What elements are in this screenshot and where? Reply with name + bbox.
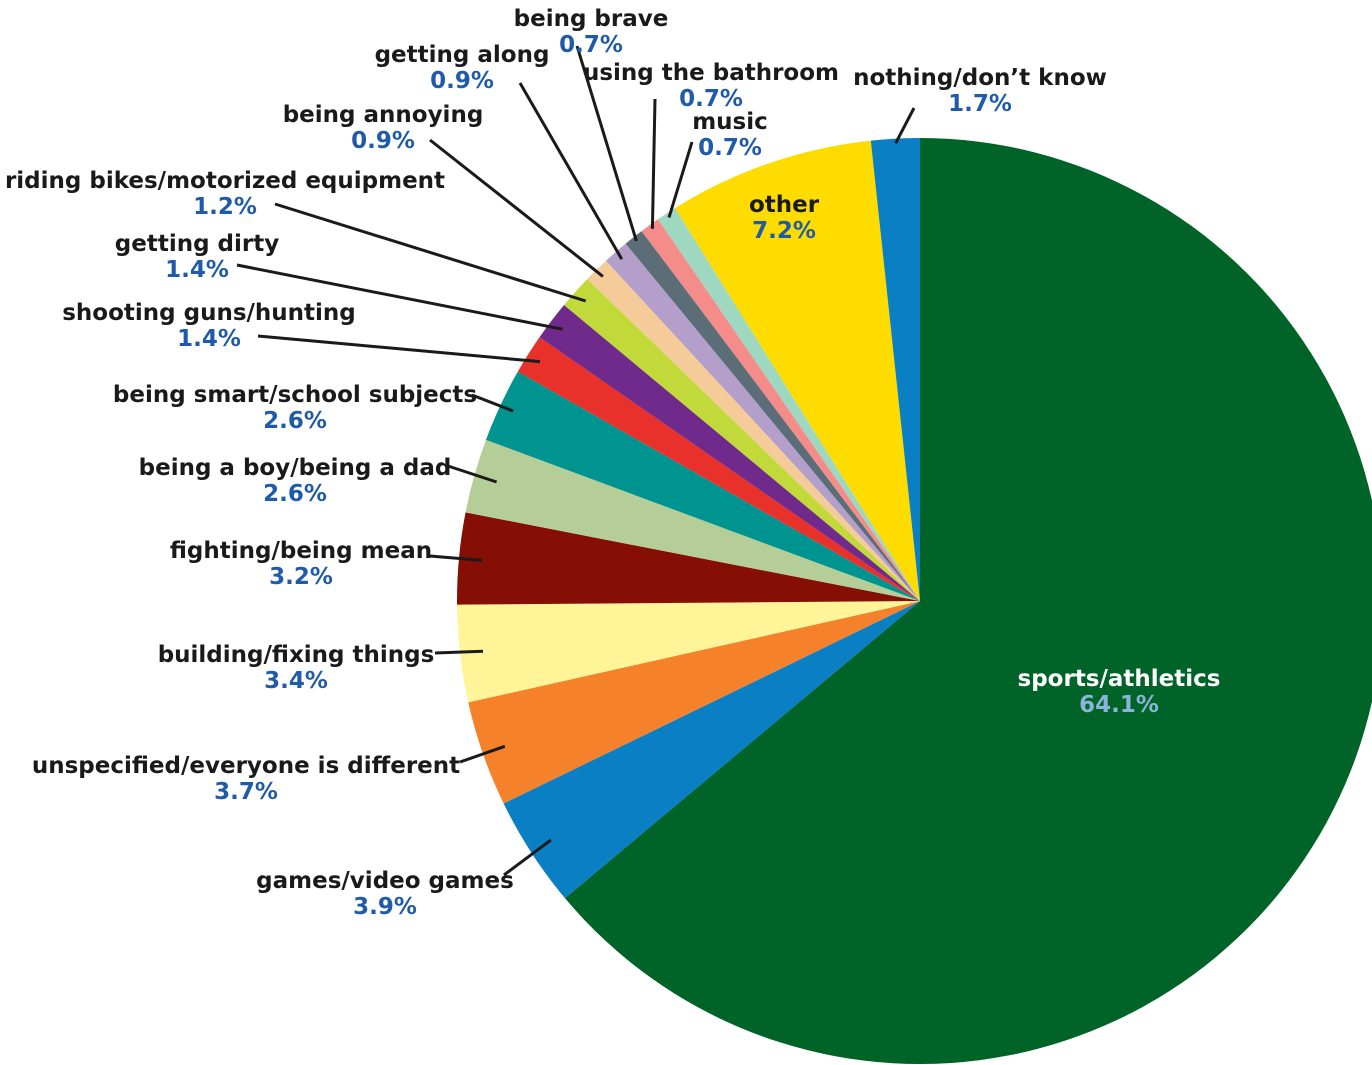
slice-value-unspecified-everyone-is-different: 3.7% [214,779,278,805]
slice-label-nothing-don-t-know: nothing/don’t know [853,65,1107,91]
slice-label-using-the-bathroom: using the bathroom [583,60,839,86]
slice-value-getting-along: 0.9% [430,68,494,94]
leader-line-music [667,141,694,218]
pie-slice-being-annoying [587,260,920,601]
slice-label-sports-athletics: sports/athletics [1018,666,1221,692]
leader-line-getting-along [518,82,623,260]
slice-label-getting-dirty: getting dirty [115,231,279,257]
pie-slice-building-fixing-things [457,601,920,703]
slice-value-building-fixing-things: 3.4% [264,668,328,694]
leader-line-shooting-guns-hunting [257,334,541,364]
slice-value-fighting-being-mean: 3.2% [269,564,333,590]
slice-label-other: other [749,192,820,218]
slice-label-being-a-boy-being-a-dad: being a boy/being a dad [139,455,452,481]
pie-slice-shooting-guns-hunting [517,337,920,601]
slice-label-being-annoying: being annoying [283,102,484,128]
pie-slice-using-the-bathroom [641,219,920,602]
slice-value-nothing-don-t-know: 1.7% [948,91,1012,117]
pie-slice-other [675,140,920,601]
pie-slices [456,138,1372,1064]
pie-slice-nothing-don-t-know [870,138,920,601]
slice-label-unspecified-everyone-is-different: unspecified/everyone is different [32,753,460,779]
slice-label-getting-along: getting along [375,42,550,68]
slice-label-being-brave: being brave [514,6,669,32]
leader-line-getting-dirty [236,263,563,331]
leader-line-riding-bikes-motorized-equipment [274,202,587,303]
slice-value-being-annoying: 0.9% [351,128,415,154]
pie-slice-being-smart-school-subjects [485,371,920,601]
slice-label-music: music [692,109,768,135]
slice-value-being-a-boy-being-a-dad: 2.6% [263,481,327,507]
slice-value-games-video-games: 3.9% [353,894,417,920]
slice-value-sports-athletics: 64.1% [1079,692,1159,718]
slice-value-other: 7.2% [752,218,816,244]
leader-line-fighting-being-mean [429,554,483,562]
pie-slice-getting-along [605,243,920,601]
leader-line-being-brave [575,45,638,242]
leader-line-using-the-bathroom [650,98,657,229]
slice-value-shooting-guns-hunting: 1.4% [177,326,241,352]
leader-line-being-smart-school-subjects [471,393,514,413]
leader-line-being-a-boy-being-a-dad [447,464,498,484]
pie-slice-getting-dirty [539,304,920,601]
slice-value-being-brave: 0.7% [559,32,623,58]
slice-label-fighting-being-mean: fighting/being mean [170,538,432,564]
pie-slice-music [658,208,920,602]
leader-line-being-annoying [429,138,604,278]
leader-line-games-video-games [503,838,552,877]
slice-label-games-video-games: games/video games [256,868,514,894]
leader-line-nothing-don-t-know [894,107,916,144]
leader-line-building-fixing-things [434,649,484,655]
slice-value-riding-bikes-motorized-equipment: 1.2% [193,194,257,220]
slice-label-building-fixing-things: building/fixing things [158,642,435,668]
leader-line-unspecified-everyone-is-different [459,744,506,764]
slice-value-music: 0.7% [698,135,762,161]
pie-slice-being-a-boy-being-a-dad [465,439,920,601]
pie-slice-riding-bikes-motorized-equipment [564,279,920,601]
slice-value-being-smart-school-subjects: 2.6% [263,408,327,434]
pie-slice-sports-athletics [564,138,1372,1064]
pie-slice-unspecified-everyone-is-different [468,601,920,804]
pie-slice-games-video-games [503,601,920,899]
pie-slice-fighting-being-mean [456,512,920,605]
pie-slice-being-brave [625,231,920,601]
slice-value-getting-dirty: 1.4% [165,257,229,283]
slice-value-using-the-bathroom: 0.7% [679,86,743,112]
leader-lines [236,45,916,877]
slice-label-shooting-guns-hunting: shooting guns/hunting [62,300,356,326]
slice-label-riding-bikes-motorized-equipment: riding bikes/motorized equipment [5,168,445,194]
slice-label-being-smart-school-subjects: being smart/school subjects [113,382,477,408]
